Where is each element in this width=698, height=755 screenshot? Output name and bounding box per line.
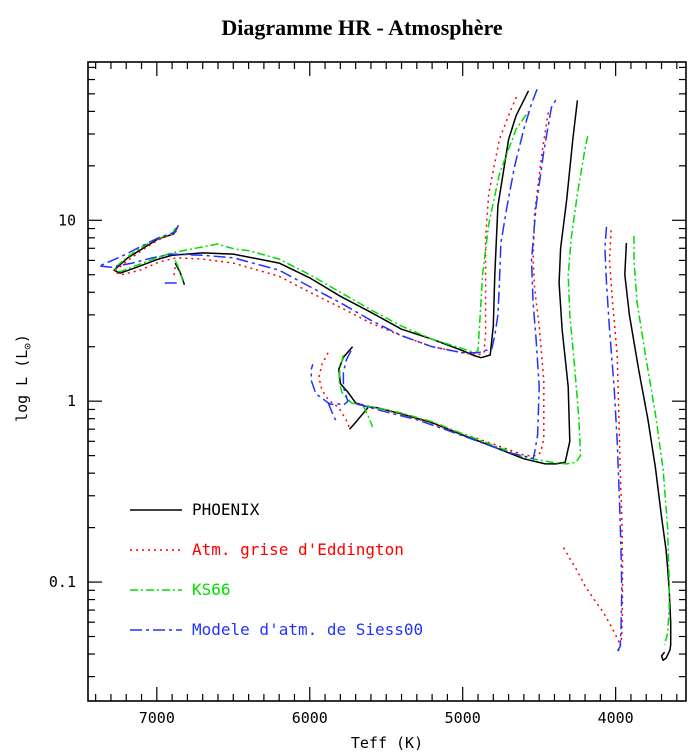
series-track <box>97 87 539 354</box>
series-track <box>174 262 186 286</box>
legend-label: PHOENIX <box>192 500 260 519</box>
series-track <box>633 235 670 645</box>
series-track <box>113 93 519 356</box>
series-track <box>562 547 621 646</box>
series-track <box>310 350 352 406</box>
series-track <box>355 111 550 457</box>
series-1 <box>113 90 672 661</box>
series-track <box>348 407 369 430</box>
series-track <box>174 260 184 282</box>
series-track <box>624 242 672 661</box>
series-track <box>604 226 623 653</box>
x-axis-label: Teff (K) <box>351 734 423 752</box>
axis-ticks <box>88 62 686 701</box>
legend-label: KS66 <box>192 580 231 599</box>
series-track <box>608 230 624 651</box>
series-track <box>172 267 176 279</box>
legend-label: Atm. grise d'Eddington <box>192 540 404 559</box>
series-3 <box>113 110 670 645</box>
y-axis-label: log L (L⊙) <box>13 334 34 422</box>
x-tick-label: 6000 <box>292 709 328 727</box>
series-layer <box>97 87 672 661</box>
series-track <box>113 90 530 359</box>
legend: PHOENIX Atm. grise d'Eddington KS66 Modele … <box>130 500 423 639</box>
series-4 <box>97 87 623 653</box>
series-track <box>161 282 177 286</box>
y-tick-label: 0.1 <box>49 573 76 591</box>
series-track <box>338 100 579 465</box>
series-track <box>362 405 374 428</box>
plot-frame <box>87 61 687 702</box>
chart-title: Diagramme HR - Atmosphère <box>221 15 502 40</box>
y-tick-label: 10 <box>58 211 76 229</box>
y-tick-label: 1 <box>67 392 76 410</box>
tick-labels: 7000 6000 5000 4000 0.1 1 10 <box>49 211 634 727</box>
x-tick-label: 5000 <box>445 709 481 727</box>
series-track <box>355 96 559 460</box>
legend-label: Modele d'atm. de Siess00 <box>192 620 423 639</box>
x-tick-label: 7000 <box>139 709 175 727</box>
series-track <box>327 402 338 425</box>
series-track <box>338 133 589 465</box>
x-tick-label: 4000 <box>598 709 634 727</box>
series-track <box>113 110 530 354</box>
series-2 <box>113 93 624 651</box>
